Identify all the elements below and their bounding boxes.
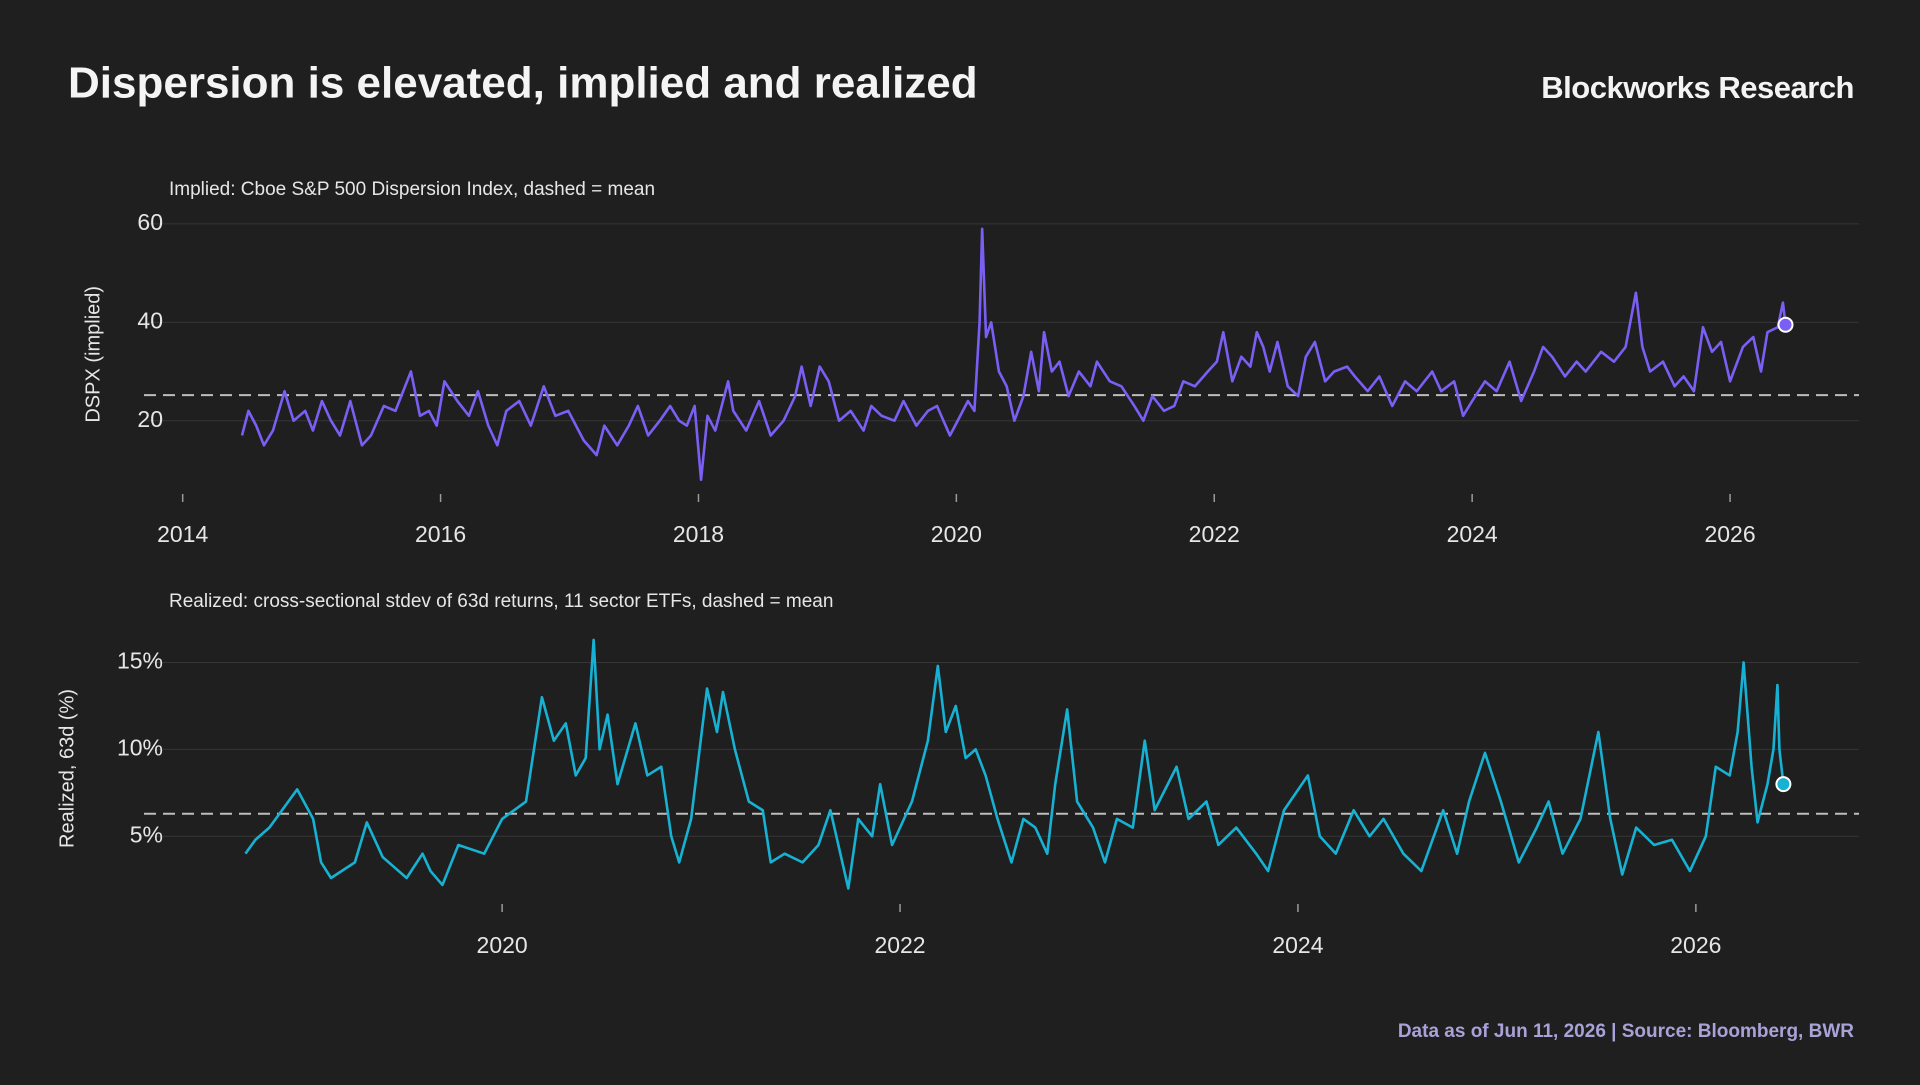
page-title: Dispersion is elevated, implied and real… (68, 59, 978, 108)
x-tick-label: 2022 (1189, 521, 1240, 547)
x-tick-label: 2022 (874, 932, 925, 958)
x-tick-label: 2020 (477, 932, 528, 958)
y-tick-label: 10% (117, 734, 163, 760)
brand: Blockworks Research (1541, 70, 1854, 105)
x-tick-label: 2026 (1704, 521, 1755, 547)
y-tick-label: 60 (137, 209, 163, 235)
chart-subtitle: Implied: Cboe S&P 500 Dispersion Index, … (169, 179, 655, 200)
y-tick-label: 40 (137, 307, 163, 333)
x-tick-label: 2018 (673, 521, 724, 547)
x-tick-label: 2024 (1447, 521, 1498, 547)
y-tick-label: 5% (130, 821, 163, 847)
last-point-marker (1777, 316, 1794, 333)
data-line (240, 227, 1787, 482)
x-tick-label: 2026 (1670, 932, 1721, 958)
y-axis-label: Realized, 63d (%) (56, 689, 78, 848)
y-axis-label: DSPX (implied) (82, 286, 104, 423)
footer: Data as of Jun 11, 2026 | Source: Bloomb… (1398, 1021, 1854, 1042)
x-tick-label: 2024 (1272, 932, 1323, 958)
data-line (244, 638, 1785, 890)
y-tick-label: 15% (117, 648, 163, 674)
x-tick-label: 2016 (415, 521, 466, 547)
x-tick-label: 2014 (157, 521, 208, 547)
y-tick-label: 20 (137, 406, 163, 432)
x-tick-label: 2020 (931, 521, 982, 547)
chart-subtitle: Realized: cross-sectional stdev of 63d r… (169, 591, 833, 612)
last-point-marker (1775, 776, 1792, 793)
